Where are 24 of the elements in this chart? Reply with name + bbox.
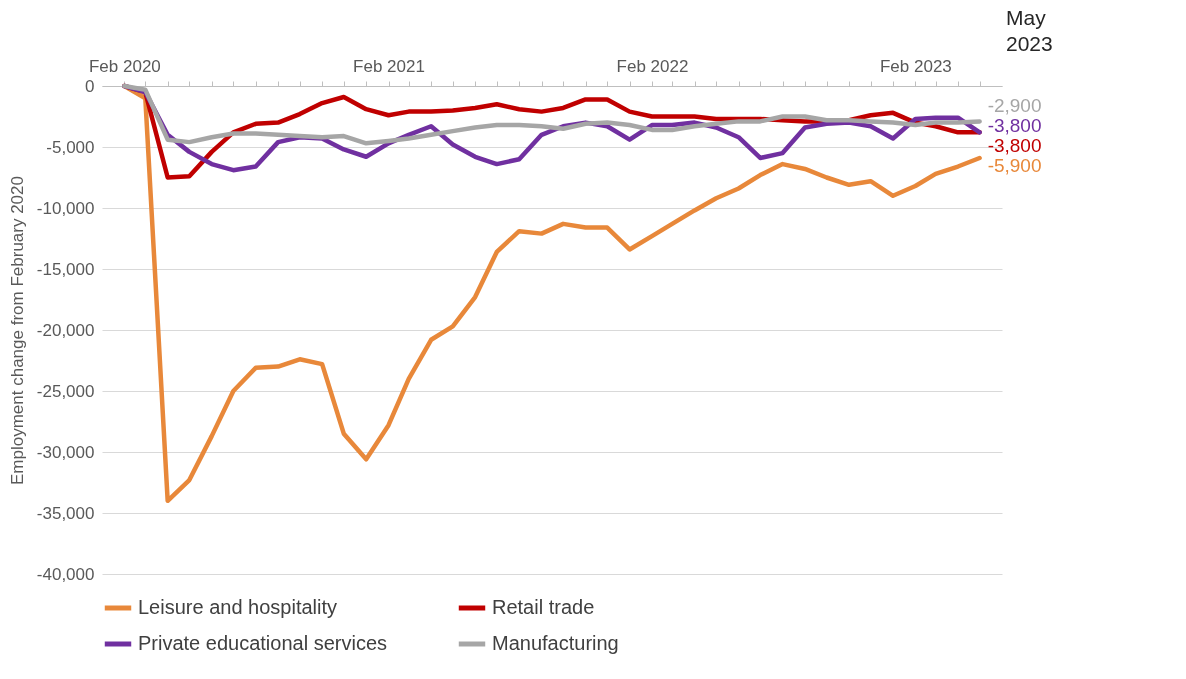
legend-label: Retail trade (492, 596, 595, 618)
y-tick-label: -20,000 (36, 320, 95, 340)
legend-label: Manufacturing (492, 632, 619, 654)
y-axis-title: Employment change from February 2020 (7, 176, 27, 485)
legend-label: Private educational services (138, 632, 388, 654)
data-label: -2,900 (987, 95, 1042, 117)
y-tick-label: -15,000 (36, 259, 95, 279)
data-label: -3,800 (987, 135, 1042, 157)
y-tick-label: -35,000 (36, 503, 95, 523)
x-tick-label: Feb 2021 (353, 56, 425, 76)
y-tick-label: -5,000 (46, 137, 95, 157)
text: May 2023 (1006, 6, 1053, 55)
y-tick-label: -30,000 (36, 442, 95, 462)
data-label: -3,800 (987, 115, 1042, 137)
y-tick-label: 0 (85, 76, 95, 96)
y-tick-label: -40,000 (36, 564, 95, 584)
line-series (122, 83, 982, 146)
data-label: -5,900 (987, 155, 1042, 177)
x-tick-label: Feb 2023 (879, 56, 952, 76)
x-tick-label: Feb 2020 (88, 56, 161, 76)
x-tick-label: Feb 2022 (616, 56, 689, 76)
y-tick-label: -25,000 (36, 381, 95, 401)
y-tick-label: -10,000 (36, 198, 95, 218)
legend-label: Leisure and hospitality (138, 596, 338, 618)
